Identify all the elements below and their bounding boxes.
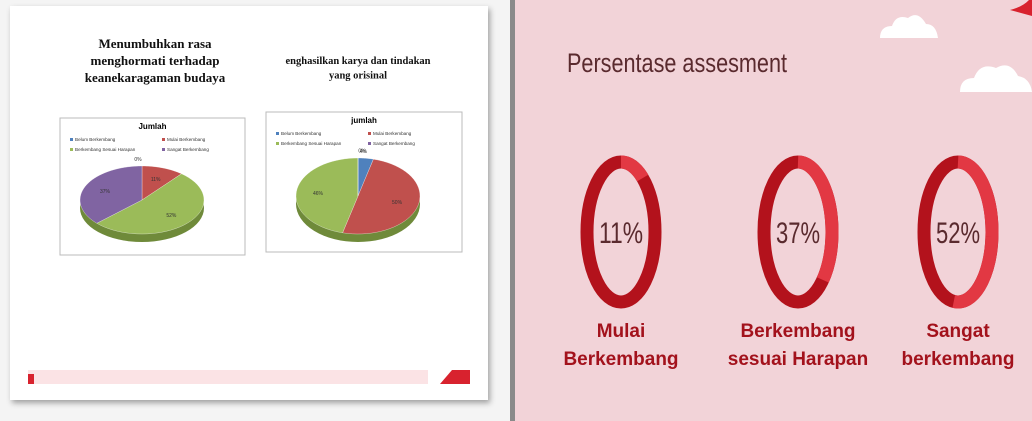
page: Persentase assesment Menumbuhkan rasa men…	[0, 0, 1032, 421]
legend-label: Sangat Berkembang	[373, 141, 415, 146]
legend-label: Belum Berkembang	[281, 131, 322, 136]
pie-value-label: 52%	[166, 213, 177, 219]
ring-value: 11%	[599, 217, 643, 250]
legend-swatch	[162, 148, 165, 151]
legend-swatch	[276, 142, 279, 145]
slide-heading: menghormati terhadap	[91, 53, 220, 68]
ring-label: Mulai	[597, 321, 646, 342]
slide-heading: keanekaragaman budaya	[85, 70, 226, 85]
legend-label: Berkembang Sesuai Harapan	[75, 147, 136, 152]
legend-swatch	[368, 142, 371, 145]
legend-swatch	[162, 138, 165, 141]
legend-label: Sangat Berkembang	[167, 147, 209, 152]
legend-swatch	[368, 132, 371, 135]
pie-value-label: 11%	[151, 177, 161, 183]
legend-swatch	[70, 148, 73, 151]
pie-value-label: 50%	[392, 200, 403, 206]
slide-heading: yang orisinal	[329, 71, 387, 82]
legend-label: Berkembang Sesuai Harapan	[281, 141, 342, 146]
panel-title: Persentase assesment	[567, 48, 787, 78]
ring-label: sesuai Harapan	[728, 349, 868, 370]
ring-label: Berkembang	[740, 321, 855, 342]
legend-swatch	[70, 138, 73, 141]
legend-label: Belum Berkembang	[75, 137, 116, 142]
slide-heading: enghasilkan karya dan tindakan	[285, 56, 430, 67]
slide-footer-band	[28, 370, 428, 384]
screen: Persentase assesment Menumbuhkan rasa men…	[0, 0, 1032, 421]
chart-title: Jumlah	[138, 122, 166, 131]
pie-value-label: 37%	[100, 189, 111, 195]
legend-label: Mulai Berkembang	[373, 131, 412, 136]
chart-title: jumlah	[350, 116, 377, 125]
slide-heading: Menumbuhkan rasa	[98, 36, 212, 51]
ring-label: Berkembang	[563, 349, 678, 370]
pie-value-label: 46%	[313, 191, 324, 197]
legend-label: Mulai Berkembang	[167, 137, 206, 142]
ring-label: berkembang	[902, 349, 1015, 370]
legend-swatch	[276, 132, 279, 135]
pie-value-label: 0%	[134, 157, 142, 163]
ring-value: 37%	[776, 217, 820, 250]
ring-label: Sangat	[926, 321, 990, 342]
divider	[510, 0, 515, 421]
pie-value-label: 0%	[358, 148, 366, 154]
slide-footer-mark	[28, 374, 34, 384]
ring-value: 52%	[936, 217, 980, 250]
